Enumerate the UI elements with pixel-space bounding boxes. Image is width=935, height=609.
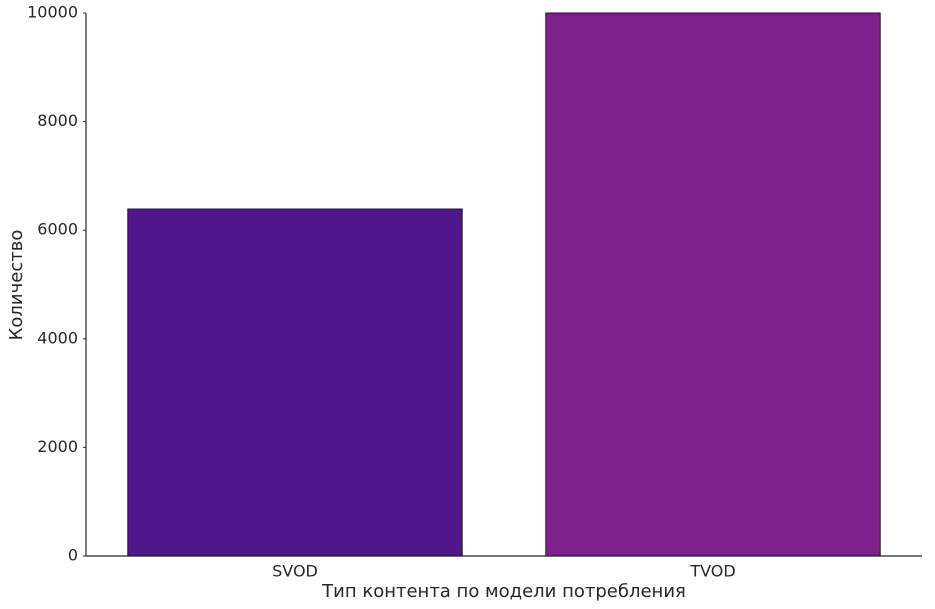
y-tick-label: 2000 — [37, 437, 78, 456]
y-tick-label: 6000 — [37, 220, 78, 239]
x-tick-label: SVOD — [272, 562, 318, 581]
y-tick-label: 0 — [68, 546, 78, 565]
x-tick-label: TVOD — [689, 562, 735, 581]
y-tick-label: 8000 — [37, 111, 78, 130]
y-axis-label: Количество — [6, 230, 27, 341]
bar — [545, 12, 881, 557]
x-axis-label: Тип контента по модели потребления — [321, 581, 686, 602]
y-tick-label: 4000 — [37, 328, 78, 347]
bar — [127, 208, 463, 557]
y-tick-label: 10000 — [27, 3, 78, 22]
